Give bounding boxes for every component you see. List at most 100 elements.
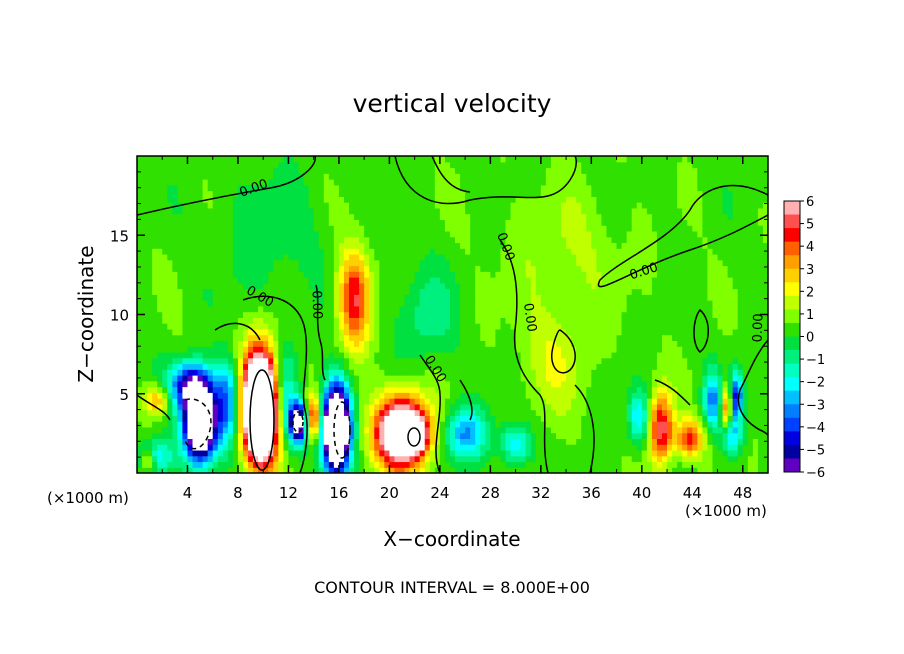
heatmap-cell	[172, 455, 178, 463]
heatmap-cell	[369, 421, 375, 428]
heatmap-cell	[475, 467, 481, 473]
heatmap-cell	[571, 334, 577, 342]
heatmap-cell	[343, 444, 350, 451]
heatmap-cell	[389, 202, 396, 209]
heatmap-cell	[460, 190, 466, 197]
heatmap-cell	[338, 398, 345, 405]
heatmap-cell	[182, 323, 189, 330]
heatmap-cell	[162, 207, 168, 215]
heatmap-cell	[258, 455, 264, 463]
heatmap-cell	[253, 230, 259, 238]
heatmap-cell	[212, 242, 219, 249]
heatmap-cell	[222, 363, 229, 370]
heatmap-cell	[591, 311, 597, 318]
heatmap-cell	[212, 184, 219, 192]
heatmap-cell	[192, 403, 199, 411]
heatmap-cell	[520, 184, 527, 192]
heatmap-cell	[278, 432, 284, 440]
heatmap-cell	[323, 282, 330, 290]
heatmap-cell	[167, 156, 173, 163]
heatmap-cell	[540, 300, 547, 307]
heatmap-cell	[248, 213, 254, 220]
heatmap-cell	[349, 179, 355, 186]
heatmap-cell	[545, 323, 552, 330]
heatmap-cell	[212, 271, 219, 278]
heatmap-cell	[147, 179, 153, 186]
heatmap-cell	[354, 438, 360, 445]
heatmap-cell	[343, 432, 350, 440]
heatmap-cell	[268, 421, 274, 428]
heatmap-cell	[333, 323, 340, 330]
heatmap-cell	[586, 277, 592, 284]
heatmap-cell	[399, 305, 406, 313]
heatmap-cell	[439, 386, 446, 393]
heatmap-cell	[308, 455, 315, 463]
heatmap-cell	[495, 179, 502, 186]
heatmap-cell	[485, 340, 491, 347]
heatmap-cell	[535, 190, 542, 197]
heatmap-cell	[424, 184, 431, 192]
heatmap-cell	[303, 392, 310, 399]
heatmap-cell	[222, 277, 229, 284]
heatmap-cell	[288, 213, 295, 220]
heatmap-cell	[444, 282, 451, 290]
heatmap-cell	[227, 357, 234, 365]
heatmap-cell	[313, 328, 320, 336]
heatmap-cell	[182, 265, 189, 272]
heatmap-cell	[480, 202, 486, 209]
heatmap-cell	[338, 351, 345, 359]
heatmap-cell	[137, 305, 143, 313]
heatmap-cell	[404, 230, 411, 238]
heatmap-cell	[419, 230, 426, 238]
heatmap-cell	[197, 196, 204, 203]
heatmap-cell	[303, 207, 310, 215]
heatmap-cell	[162, 363, 168, 370]
heatmap-cell	[268, 179, 274, 186]
heatmap-cell	[419, 219, 426, 226]
heatmap-cell	[333, 461, 340, 468]
heatmap-cell	[232, 317, 239, 324]
heatmap-cell	[182, 363, 189, 370]
heatmap-cell	[177, 421, 184, 428]
heatmap-cell	[439, 346, 446, 353]
heatmap-cell	[510, 248, 517, 255]
heatmap-cell	[429, 294, 436, 301]
heatmap-cell	[162, 386, 168, 393]
heatmap-cell	[258, 230, 264, 238]
heatmap-cell	[323, 317, 330, 324]
heatmap-cell	[490, 167, 497, 174]
heatmap-cell	[576, 311, 582, 318]
heatmap-cell	[465, 386, 471, 393]
heatmap-cell	[540, 455, 547, 463]
heatmap-cell	[273, 317, 279, 324]
heatmap-cell	[475, 196, 481, 203]
heatmap-cell	[540, 277, 547, 284]
heatmap-cell	[495, 161, 502, 169]
heatmap-cell	[490, 449, 497, 457]
heatmap-cell	[202, 288, 209, 295]
heatmap-cell	[288, 173, 295, 180]
heatmap-cell	[480, 449, 486, 457]
heatmap-cell	[237, 415, 244, 422]
heatmap-cell	[500, 409, 507, 416]
heatmap-cell	[490, 184, 497, 192]
heatmap-cell	[263, 179, 269, 186]
heatmap-cell	[470, 444, 476, 451]
heatmap-cell	[207, 403, 214, 411]
heatmap-cell	[419, 173, 426, 180]
heatmap-cell	[409, 363, 416, 370]
heatmap-cell	[384, 432, 390, 440]
heatmap-cell	[207, 380, 214, 388]
heatmap-cell	[328, 461, 335, 468]
heatmap-cell	[152, 196, 158, 203]
heatmap-cell	[142, 300, 148, 307]
heatmap-cell	[328, 294, 335, 301]
heatmap-cell	[485, 253, 491, 261]
heatmap-cell	[404, 346, 411, 353]
heatmap-cell	[278, 369, 284, 376]
heatmap-cell	[253, 219, 259, 226]
heatmap-cell	[429, 196, 436, 203]
heatmap-cell	[444, 369, 451, 376]
heatmap-cell	[455, 317, 461, 324]
heatmap-cell	[364, 340, 370, 347]
